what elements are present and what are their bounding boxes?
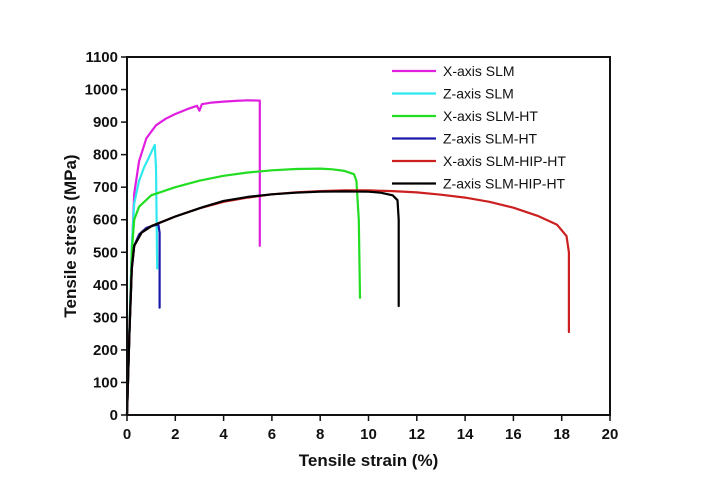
x-tick-label: 0 — [123, 426, 131, 443]
y-tick-label: 100 — [93, 374, 118, 391]
y-tick-label: 300 — [93, 309, 118, 326]
y-tick-label: 400 — [93, 277, 118, 294]
x-axis-title: Tensile strain (%) — [299, 451, 439, 470]
x-tick-label: 18 — [553, 426, 570, 443]
y-tick-label: 1000 — [85, 82, 118, 99]
legend-label: Z-axis SLM-HT — [443, 131, 538, 147]
x-tick-label: 12 — [408, 426, 425, 443]
y-tick-label: 0 — [110, 407, 118, 424]
legend-label: X-axis SLM — [443, 63, 515, 79]
series-line-6 — [125, 190, 400, 417]
y-tick-label: 700 — [93, 179, 118, 196]
legend-label: Z-axis SLM-HIP-HT — [443, 176, 566, 192]
legend-label: Z-axis SLM — [443, 86, 514, 102]
y-tick-label: 900 — [93, 114, 118, 131]
y-tick-label: 200 — [93, 342, 118, 359]
x-tick-label: 16 — [505, 426, 522, 443]
y-axis-title: Tensile stress (MPa) — [61, 154, 80, 317]
x-tick-label: 8 — [316, 426, 324, 443]
x-tick-label: 10 — [360, 426, 377, 443]
y-tick-label: 1100 — [85, 49, 118, 66]
series-line-3 — [125, 167, 362, 417]
x-tick-label: 2 — [171, 426, 179, 443]
y-tick-label: 500 — [93, 244, 118, 261]
y-tick-label: 800 — [93, 147, 118, 164]
legend-label: X-axis SLM-HIP-HT — [443, 153, 566, 169]
x-tick-label: 6 — [268, 426, 276, 443]
x-tick-label: 4 — [219, 426, 228, 443]
x-tick-label: 20 — [602, 426, 619, 443]
x-tick-label: 14 — [457, 426, 474, 443]
ticks-layer: 0 2 4 6 8 10 12 14 16 18 2001002003004005006007008… — [85, 49, 619, 443]
series-line-1 — [125, 99, 261, 417]
legend-label: X-axis SLM-HT — [443, 108, 538, 124]
y-tick-label: 600 — [93, 212, 118, 229]
series-layer — [125, 99, 570, 417]
legend: X-axis SLM Z-axis SLM X-axis SLM-HT Z-axis … — [392, 63, 566, 192]
